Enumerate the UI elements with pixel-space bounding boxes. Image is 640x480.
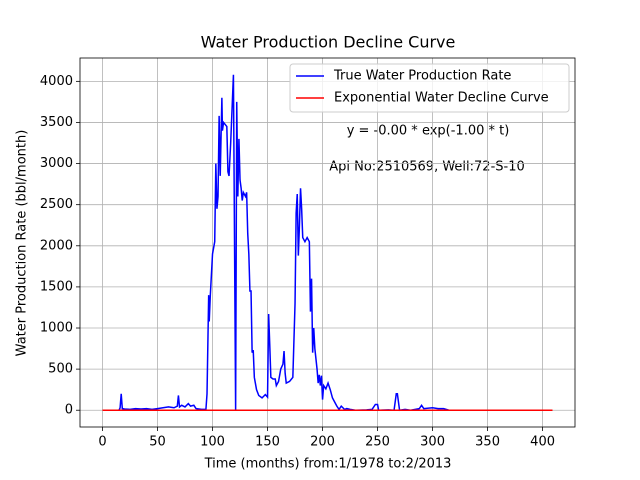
y-tick-label: 2500: [40, 197, 73, 212]
chart-title: Water Production Decline Curve: [201, 33, 456, 52]
x-tick-label: 350: [475, 435, 500, 450]
x-tick-label: 150: [255, 435, 280, 450]
y-tick-label: 1500: [40, 279, 73, 294]
x-tick-label: 200: [310, 435, 335, 450]
y-tick-label: 2000: [40, 238, 73, 253]
x-tick-label: 300: [420, 435, 445, 450]
y-tick-label: 0: [65, 403, 73, 418]
plot-frame: [79, 57, 576, 428]
y-tick-label: 1000: [40, 321, 73, 336]
x-tick-label: 400: [530, 435, 555, 450]
x-tick-label: 100: [200, 435, 225, 450]
y-axis-label: Water Production Rate (bbl/month): [15, 130, 30, 357]
legend-box: [289, 63, 570, 113]
annotation: y = -0.00 * exp(-1.00 * t): [347, 124, 510, 139]
legend-label: Exponential Water Decline Curve: [334, 91, 549, 106]
y-tick-label: 3000: [40, 156, 73, 171]
y-tick-label: 500: [48, 362, 73, 377]
legend-label: True Water Production Rate: [333, 69, 511, 84]
y-tick-label: 3500: [40, 115, 73, 130]
x-tick-label: 50: [149, 435, 166, 450]
x-tick-label: 250: [365, 435, 390, 450]
annotation: Api No:2510569, Well:72-S-10: [329, 160, 525, 175]
data-line: [102, 74, 553, 412]
x-tick-label: 0: [98, 435, 106, 450]
y-tick-label: 4000: [40, 74, 73, 89]
x-axis-label: Time (months) from:1/1978 to:2/2013: [204, 457, 452, 472]
